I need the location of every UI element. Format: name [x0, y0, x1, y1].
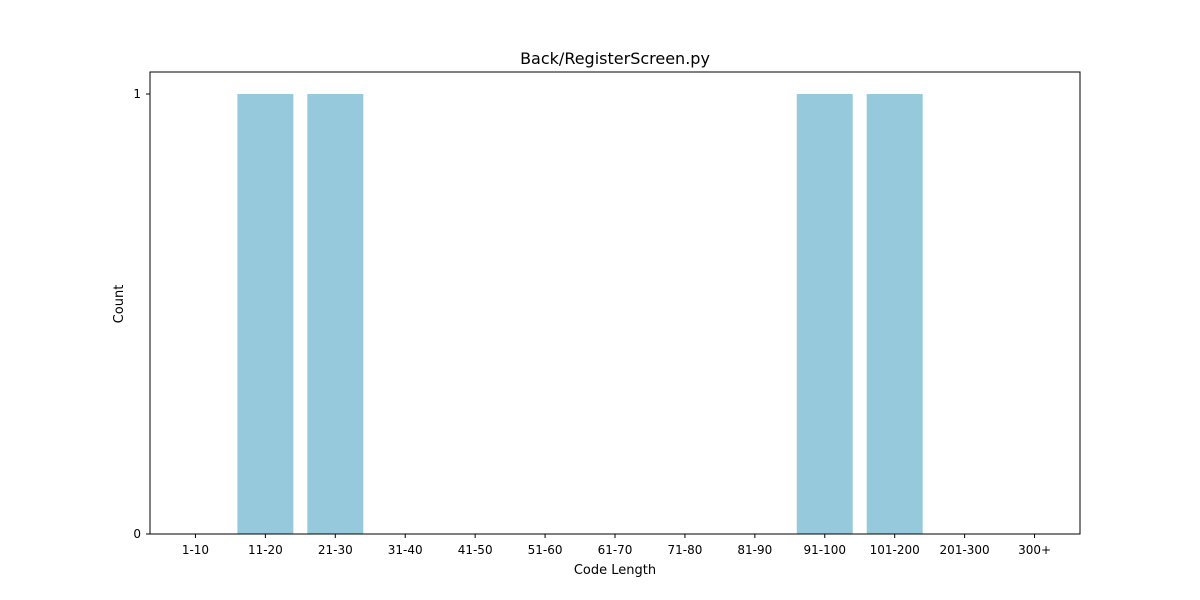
chart-title: Back/RegisterScreen.py	[520, 49, 710, 68]
x-tick-label: 41-50	[458, 543, 493, 557]
x-tick-label: 101-200	[870, 543, 920, 557]
bar-91-100	[796, 94, 853, 534]
bar-21-30	[307, 94, 364, 534]
bar-11-20	[237, 94, 294, 534]
x-tick-label: 1-10	[182, 543, 209, 557]
y-axis-label: Count	[112, 285, 127, 324]
x-tick-label: 21-30	[318, 543, 353, 557]
x-axis-ticks: 1-10 11-20 21-30 31-40 41-50 51-60 61-70 71-80 8…	[182, 534, 1051, 557]
x-tick-label: 201-300	[940, 543, 990, 557]
x-tick-label: 81-90	[737, 543, 772, 557]
bars-group	[237, 94, 923, 534]
y-axis-ticks: 01	[133, 87, 150, 541]
y-tick-label: 1	[133, 87, 141, 101]
x-tick-label: 91-100	[804, 543, 847, 557]
x-tick-label: 11-20	[248, 543, 283, 557]
x-tick-label: 61-70	[598, 543, 633, 557]
bar-101-200	[866, 94, 923, 534]
x-tick-label: 300+	[1018, 543, 1051, 557]
x-axis-label: Code Length	[574, 563, 656, 578]
x-tick-label: 71-80	[667, 543, 702, 557]
x-tick-label: 31-40	[388, 543, 423, 557]
y-tick-label: 0	[133, 527, 141, 541]
x-tick-label: 51-60	[528, 543, 563, 557]
